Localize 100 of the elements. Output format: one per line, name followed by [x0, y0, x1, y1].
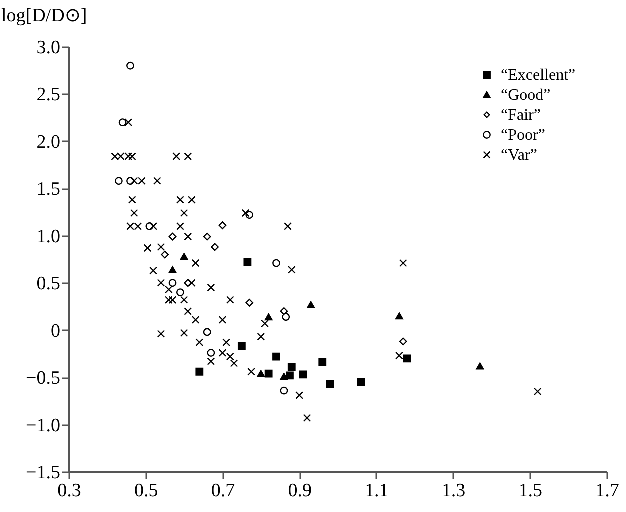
y-tick-label: 1.0: [36, 226, 60, 248]
x-tick-label: 1.7: [596, 480, 620, 502]
point: [180, 209, 188, 218]
point: [176, 288, 184, 297]
y-tick-label: −1.5: [26, 462, 60, 484]
point: [184, 232, 192, 241]
point: [118, 118, 127, 127]
point: [207, 349, 216, 357]
y-tick-label: −0.5: [26, 368, 60, 390]
point: [299, 370, 308, 379]
x-tick-label: 0.7: [211, 480, 236, 502]
point: [226, 352, 234, 361]
point: [164, 286, 173, 294]
point: [272, 259, 280, 268]
x-tick-label: 1.3: [442, 480, 466, 502]
point: [168, 232, 177, 241]
point: [211, 243, 219, 252]
y-tick-label: −1.0: [26, 415, 60, 436]
point: [280, 373, 288, 380]
point: [196, 368, 204, 376]
y-tick-label: 1.5: [36, 179, 60, 200]
point: [161, 250, 170, 259]
point: [307, 301, 316, 308]
x-tick-label: 1.5: [518, 480, 543, 502]
point: [176, 222, 184, 230]
point: [203, 328, 212, 336]
point: [296, 392, 304, 400]
point: [396, 352, 404, 360]
point: [115, 177, 123, 186]
point: [130, 209, 138, 218]
point: [264, 314, 273, 321]
legend-label: “Good”: [501, 87, 551, 104]
point: [218, 316, 227, 324]
point: [157, 330, 166, 338]
x-tick-label: 0.5: [134, 480, 158, 502]
point: [264, 370, 273, 378]
point: [399, 338, 408, 346]
point: [188, 196, 196, 204]
point: [180, 253, 188, 260]
point: [124, 118, 133, 127]
point: [168, 279, 177, 288]
point: [399, 259, 408, 268]
point: [150, 266, 158, 275]
point: [192, 316, 200, 324]
y-tick-label: 2.0: [36, 132, 60, 153]
point: [403, 354, 412, 363]
point: [172, 152, 181, 161]
point: [144, 244, 152, 252]
point: [272, 352, 280, 361]
y-tick-label: 3.0: [36, 38, 60, 58]
point: [248, 368, 256, 376]
point: [326, 380, 334, 388]
point: [153, 177, 162, 186]
point: [303, 414, 312, 422]
point: [188, 279, 196, 288]
point: [207, 358, 216, 366]
x-tick-label: 1.1: [365, 480, 389, 502]
point: [180, 296, 188, 304]
point: [157, 243, 166, 252]
y-tick-label: 2.5: [36, 84, 60, 106]
point: [280, 386, 288, 395]
point: [168, 296, 177, 304]
point: [242, 209, 250, 218]
legend-label: “Var”: [501, 147, 538, 164]
point: [168, 266, 177, 274]
legend-label: “Fair”: [501, 107, 541, 124]
point: [184, 307, 192, 316]
legend-label: “Poor”: [501, 127, 546, 144]
point: [207, 284, 216, 292]
point: [196, 338, 204, 347]
y-tick-label: 0: [51, 320, 60, 342]
point: [218, 222, 227, 230]
point: [176, 196, 184, 204]
point: [222, 338, 231, 347]
point: [128, 152, 136, 161]
point: [288, 266, 296, 274]
point: [230, 359, 238, 368]
x-tick-label: 0.3: [58, 480, 82, 502]
point: [282, 313, 290, 322]
x-tick-label: 0.9: [288, 480, 312, 502]
point: [257, 370, 266, 378]
y-tick-label: 0.5: [36, 274, 60, 295]
point: [318, 358, 327, 366]
point: [257, 332, 266, 341]
legend-label: “Excellent”: [501, 67, 576, 84]
point: [534, 388, 542, 396]
point: [218, 349, 227, 357]
point: [238, 342, 246, 350]
point: [180, 329, 188, 338]
point: [157, 279, 166, 288]
point: [128, 196, 136, 204]
point: [261, 320, 269, 328]
point: [184, 152, 192, 161]
point: [244, 258, 252, 266]
point: [476, 362, 484, 370]
point: [164, 296, 173, 304]
point: [286, 372, 294, 380]
point: [192, 259, 200, 268]
point: [203, 232, 212, 241]
point: [284, 222, 292, 230]
